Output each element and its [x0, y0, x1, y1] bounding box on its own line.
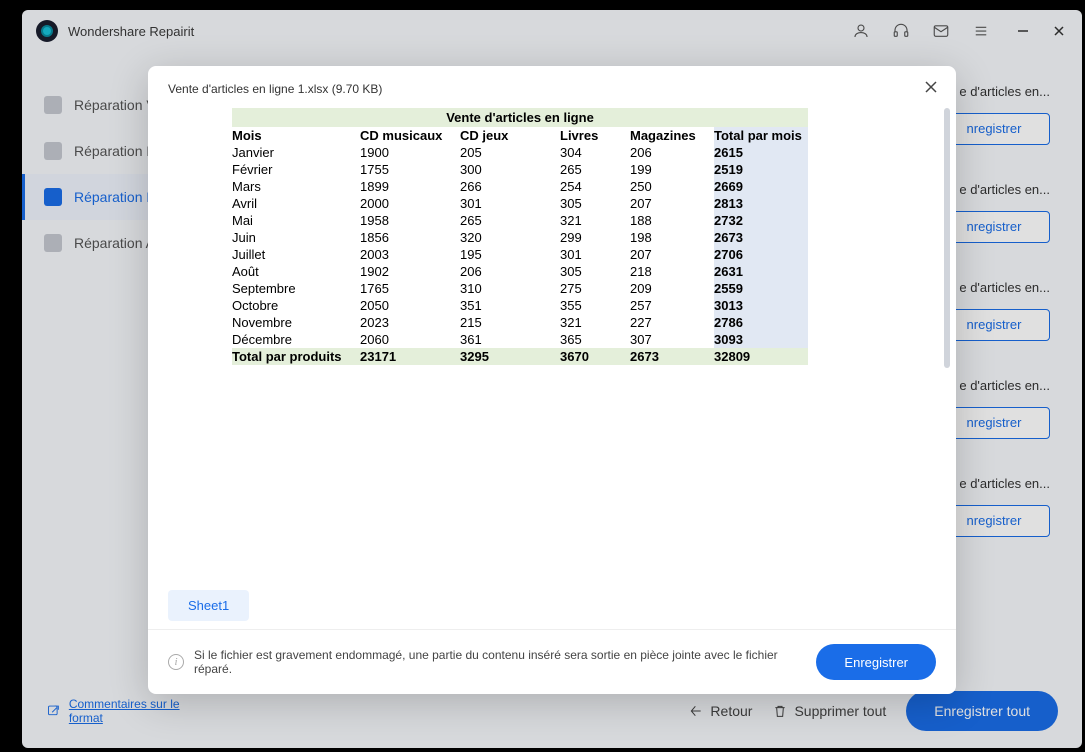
modal-save-button[interactable]: Enregistrer [816, 644, 936, 680]
table-row: Janvier19002053042062615 [232, 144, 808, 161]
scrollbar[interactable] [944, 108, 950, 368]
spreadsheet-table: Vente d'articles en ligne Mois CD musica… [232, 108, 808, 365]
modal-close-button[interactable] [924, 80, 938, 99]
modal-content[interactable]: Vente d'articles en ligne Mois CD musica… [148, 104, 956, 590]
table-footer-row: Total par produits 23171 3295 3670 2673 … [232, 348, 808, 365]
table-row: Février17553002651992519 [232, 161, 808, 178]
modal-footer: i Si le fichier est gravement endommagé,… [148, 629, 956, 694]
table-row: Octobre20503513552573013 [232, 297, 808, 314]
table-header-row: Mois CD musicaux CD jeux Livres Magazine… [232, 127, 808, 144]
modal-filename: Vente d'articles en ligne 1.xlsx (9.70 K… [168, 82, 382, 96]
app-window: Wondershare Repairit Réparation V Répara… [22, 10, 1082, 748]
table-row: Décembre20603613653073093 [232, 331, 808, 348]
sheet-tab[interactable]: Sheet1 [168, 590, 249, 621]
table-row: Septembre17653102752092559 [232, 280, 808, 297]
table-row: Novembre20232153212272786 [232, 314, 808, 331]
table-row: Août19022063052182631 [232, 263, 808, 280]
table-title: Vente d'articles en ligne [232, 108, 808, 127]
preview-modal: Vente d'articles en ligne 1.xlsx (9.70 K… [148, 66, 956, 694]
table-row: Mai19582653211882732 [232, 212, 808, 229]
sheet-tabs: Sheet1 [148, 590, 956, 629]
table-row: Avril20003013052072813 [232, 195, 808, 212]
modal-backdrop: Vente d'articles en ligne 1.xlsx (9.70 K… [22, 10, 1082, 748]
modal-header: Vente d'articles en ligne 1.xlsx (9.70 K… [148, 66, 956, 104]
table-row: Juillet20031953012072706 [232, 246, 808, 263]
modal-footer-text: Si le fichier est gravement endommagé, u… [194, 648, 806, 676]
info-icon: i [168, 654, 184, 670]
table-row: Mars18992662542502669 [232, 178, 808, 195]
table-row: Juin18563202991982673 [232, 229, 808, 246]
